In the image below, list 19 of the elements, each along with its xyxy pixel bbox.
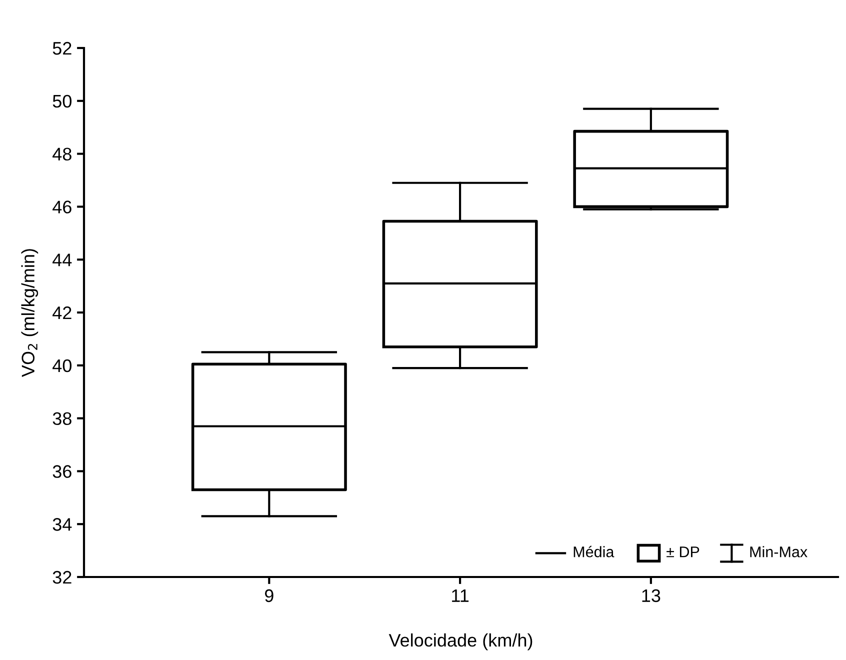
y-tick-label: 50: [52, 94, 72, 108]
x-tick-label: 9: [264, 589, 274, 602]
y-tick-label: 38: [52, 412, 72, 426]
y-tick-label: 48: [52, 148, 72, 161]
x-tick-label: 13: [642, 589, 660, 602]
x-tick-label: 11: [452, 589, 469, 602]
y-tick-label: 52: [52, 42, 72, 55]
y-tick-label: 42: [52, 306, 72, 320]
y-tick-label: 46: [52, 200, 72, 214]
y-tick-label: 44: [52, 254, 72, 266]
x-axis-title: Velocidade (km/h): [388, 633, 532, 650]
annotation: Média: [574, 546, 614, 558]
annotation: Min-Max: [750, 546, 808, 558]
y-tick-label: 32: [52, 570, 72, 584]
y-tick-label: 36: [52, 465, 72, 478]
y-axis-title: VO$_{2}$ (ml/kg/min): [21, 249, 38, 377]
annotation: ± DP: [666, 546, 700, 558]
y-tick-label: 40: [52, 359, 72, 372]
y-tick-label: 34: [52, 518, 72, 531]
